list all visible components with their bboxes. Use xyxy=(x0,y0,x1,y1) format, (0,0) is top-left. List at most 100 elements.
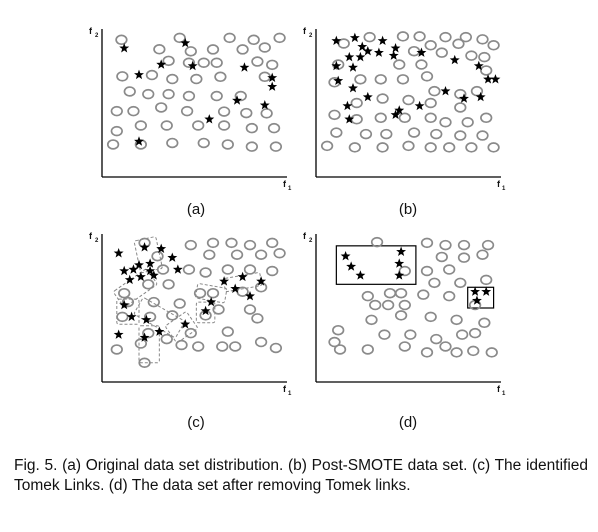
majority-circle xyxy=(435,47,448,58)
majority-circle xyxy=(398,299,411,311)
majority-circle xyxy=(155,102,168,113)
minority-star xyxy=(473,60,484,71)
majority-circle xyxy=(465,50,478,61)
majority-circle xyxy=(468,327,482,339)
majority-circle xyxy=(359,128,373,140)
minority-star xyxy=(416,47,427,57)
minority-star xyxy=(135,271,146,282)
minority-star xyxy=(148,270,159,280)
majority-circle xyxy=(166,310,179,321)
majority-circle xyxy=(210,57,223,68)
minority-star xyxy=(362,46,373,56)
majority-circle xyxy=(121,296,135,308)
minority-star xyxy=(333,75,344,86)
minority-star xyxy=(134,259,144,270)
majority-circle xyxy=(456,329,469,340)
minority-star xyxy=(342,100,353,111)
minority-star xyxy=(167,252,178,262)
x-axis-label: f xyxy=(497,179,501,189)
minority-star xyxy=(396,246,407,256)
majority-circle xyxy=(267,122,281,134)
majority-circle xyxy=(476,130,489,141)
majority-circle xyxy=(393,59,406,70)
majority-circle xyxy=(365,314,378,326)
majority-circle xyxy=(420,265,434,277)
minority-star xyxy=(139,242,150,252)
majority-circle xyxy=(330,127,343,138)
majority-circle xyxy=(320,140,334,152)
y-axis-label: f xyxy=(303,26,307,36)
majority-circle xyxy=(450,347,463,358)
majority-circle xyxy=(396,74,410,85)
majority-circle xyxy=(190,73,203,85)
majority-circle xyxy=(221,139,234,150)
majority-circle xyxy=(382,299,395,311)
minority-star xyxy=(204,114,215,124)
majority-circle xyxy=(394,287,408,299)
minority-star xyxy=(113,329,124,339)
tomek-link-box xyxy=(133,297,185,338)
x-axis-label: f xyxy=(283,384,287,394)
majority-circle xyxy=(153,44,166,55)
majority-circle xyxy=(439,116,452,128)
majority-circle xyxy=(217,120,231,131)
majority-circle xyxy=(402,94,415,106)
minority-star xyxy=(232,95,242,105)
majority-circle xyxy=(116,71,129,82)
panel-a: f 2f 1(a) xyxy=(89,26,292,218)
y-axis-label: f xyxy=(303,231,307,241)
majority-circle xyxy=(404,329,417,340)
majority-circle xyxy=(333,344,347,355)
minority-star xyxy=(267,72,278,83)
majority-circle xyxy=(424,112,437,124)
majority-circle xyxy=(452,38,465,50)
majority-circle xyxy=(127,105,140,117)
majority-circle xyxy=(361,290,374,302)
minority-star xyxy=(134,69,144,80)
minority-star xyxy=(394,258,405,268)
majority-circle xyxy=(269,342,283,354)
majority-circle xyxy=(160,120,173,131)
majority-circle xyxy=(454,130,467,141)
minority-star xyxy=(256,276,267,286)
minority-star xyxy=(172,264,183,274)
minority-star xyxy=(348,83,358,93)
majority-circle xyxy=(478,51,491,63)
majority-circle xyxy=(206,237,220,249)
majority-circle xyxy=(435,251,448,263)
minority-star xyxy=(490,74,501,84)
y-axis-subscript: 2 xyxy=(309,238,313,244)
majority-circle xyxy=(210,90,223,102)
majority-circle xyxy=(175,339,188,351)
majority-circle xyxy=(217,106,231,117)
majority-circle xyxy=(254,249,268,260)
minority-star xyxy=(394,105,405,115)
majority-circle xyxy=(166,137,179,149)
majority-circle xyxy=(415,59,428,70)
figure-caption: Fig. 5. (a) Original data set distributi… xyxy=(14,457,588,494)
majority-circle xyxy=(245,122,259,134)
y-axis-label: f xyxy=(89,26,93,36)
majority-circle xyxy=(480,112,493,124)
majority-circle xyxy=(485,347,498,358)
minority-star xyxy=(119,299,130,310)
tomek-link-box xyxy=(116,298,140,325)
majority-circle xyxy=(369,299,382,311)
minority-star xyxy=(390,43,401,53)
panel-label: (b) xyxy=(399,201,417,218)
minority-star xyxy=(124,274,135,285)
majority-circle xyxy=(476,34,489,45)
majority-circle xyxy=(420,347,434,358)
minority-star xyxy=(119,43,130,53)
x-axis-subscript: 1 xyxy=(502,391,506,397)
minority-star xyxy=(180,37,191,48)
majority-circle xyxy=(413,31,426,42)
minority-star xyxy=(230,283,241,293)
minority-star xyxy=(267,81,278,91)
majority-circle xyxy=(182,57,196,68)
majority-circle xyxy=(348,142,362,153)
majority-circle xyxy=(361,344,374,355)
majority-circle xyxy=(454,102,467,113)
minority-star xyxy=(187,60,198,71)
